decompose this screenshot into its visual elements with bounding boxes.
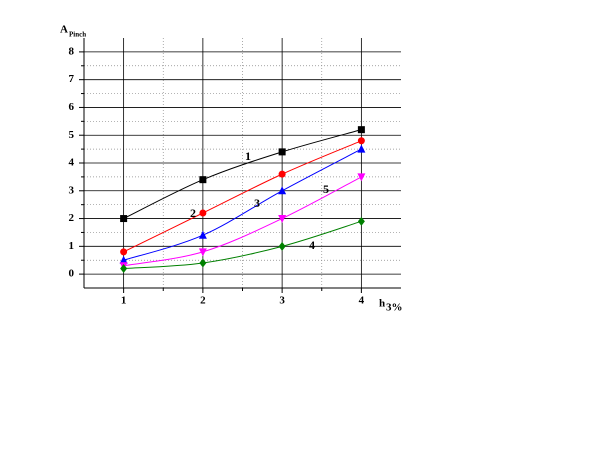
y-tick-label: 4 (69, 157, 75, 169)
marker (120, 215, 128, 223)
y-axis-label: A (60, 24, 68, 36)
y-tick-label: 0 (69, 268, 75, 280)
x-axis-label-sub: 3% (386, 302, 403, 314)
marker (278, 170, 286, 178)
series-label: 1 (245, 149, 251, 163)
y-tick-label: 3 (69, 184, 75, 196)
series-line (123, 176, 362, 267)
marker (199, 176, 207, 184)
marker (119, 255, 128, 264)
marker (199, 258, 207, 268)
x-tick-label: 4 (359, 295, 365, 307)
x-tick-label: 2 (200, 295, 206, 307)
x-tick-label: 3 (279, 295, 285, 307)
y-tick-label: 2 (69, 212, 75, 224)
marker (120, 248, 128, 256)
series-label: 5 (323, 182, 329, 196)
series-line (123, 140, 362, 253)
series-label: 4 (309, 238, 315, 252)
marker (120, 264, 128, 274)
marker (357, 137, 365, 145)
y-tick-label: 7 (69, 73, 75, 85)
y-tick-label: 5 (69, 129, 75, 141)
marker (278, 241, 286, 251)
x-tick-label: 1 (121, 295, 127, 307)
marker (357, 126, 365, 134)
x-axis-label: h (379, 298, 385, 310)
marker (278, 186, 287, 195)
series-label: 3 (254, 196, 260, 210)
marker (278, 148, 286, 156)
y-axis-label-sub: Pinch (69, 31, 86, 39)
marker (199, 209, 207, 217)
marker (357, 216, 365, 226)
series-line (123, 220, 362, 270)
series-label: 2 (190, 206, 196, 220)
y-tick-label: 6 (69, 101, 75, 113)
marker (198, 248, 207, 257)
marker (198, 230, 207, 239)
y-tick-label: 8 (69, 45, 75, 57)
y-tick-label: 1 (69, 240, 75, 252)
marker (278, 215, 287, 224)
series-line (123, 148, 362, 261)
marker (357, 144, 366, 153)
series-line (123, 129, 362, 220)
marker (357, 173, 366, 182)
